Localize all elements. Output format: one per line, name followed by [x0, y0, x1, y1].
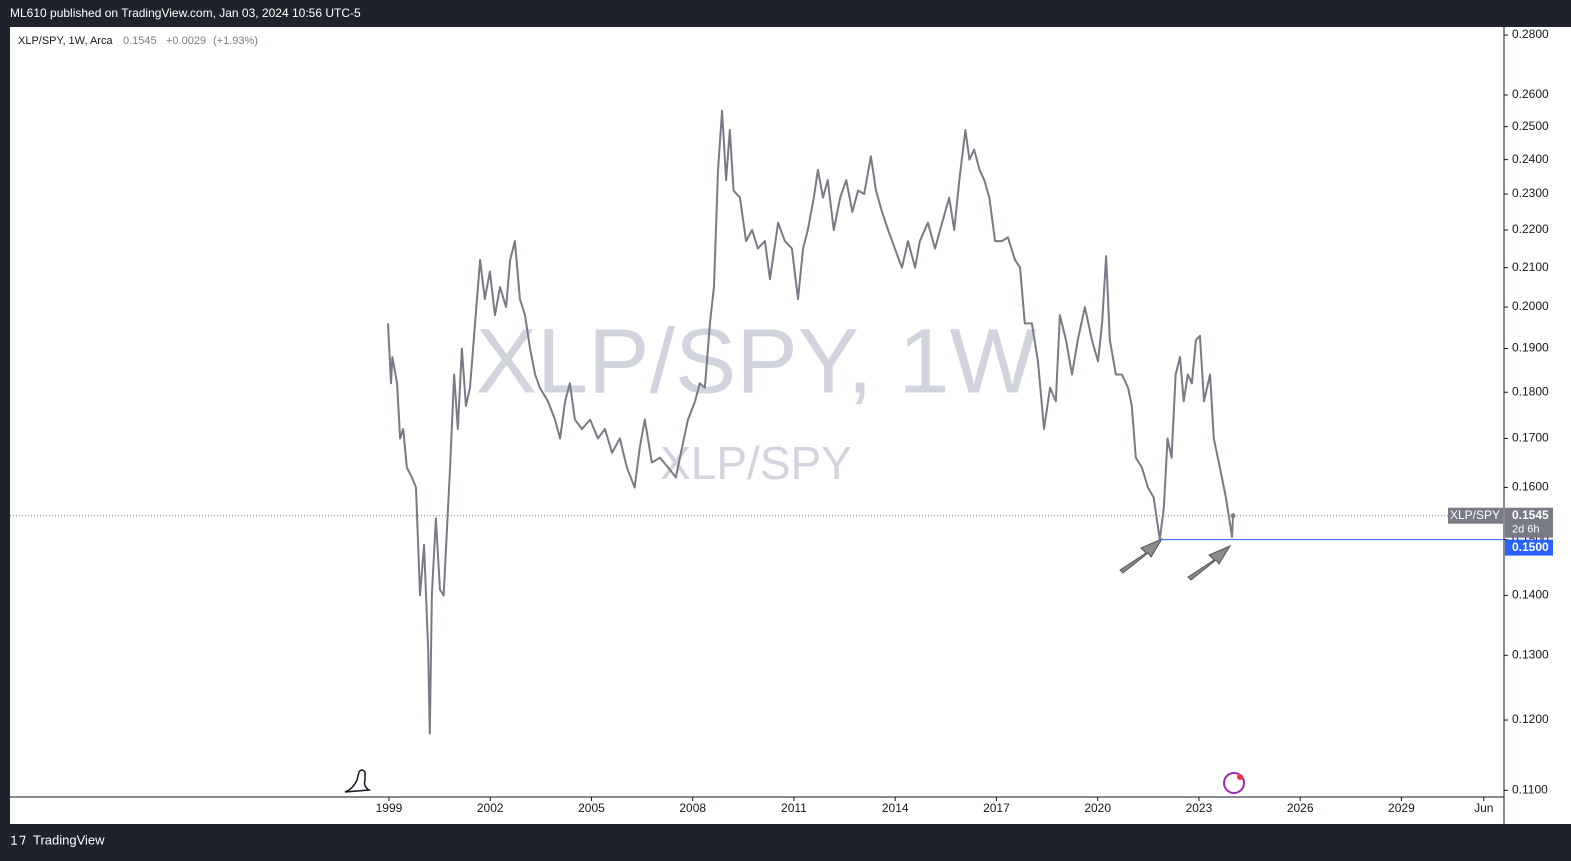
x-tick-label: 1999	[376, 801, 403, 815]
x-tick-label: Jun	[1474, 801, 1493, 815]
x-tick-label: 2014	[882, 801, 909, 815]
legend-last: 0.1545	[123, 35, 157, 47]
hline-tag-bg	[1505, 539, 1553, 556]
last-price-tag-bg	[1505, 507, 1553, 538]
watermark: XLP/SPY, 1W	[476, 310, 1037, 412]
series-tag: XLP/SPY	[1450, 508, 1500, 522]
annotation-arrows	[1119, 537, 1232, 581]
x-tick-label: 2005	[578, 801, 605, 815]
arrow	[1119, 537, 1164, 574]
y-tick-label: 0.2800	[1512, 27, 1549, 41]
y-tick-label: 0.2500	[1512, 119, 1549, 133]
last-point	[1230, 513, 1236, 519]
footer-logo: 𝟷𝟽	[10, 832, 27, 847]
dino-icon	[344, 769, 372, 793]
countdown: 2d 6h	[1512, 524, 1540, 536]
x-tick-label: 2008	[679, 801, 706, 815]
legend: XLP/SPY, 1W, Arca 0.1545 +0.0029 (+1.93%…	[18, 35, 258, 47]
y-tick-label: 0.1700	[1512, 431, 1549, 445]
legend-change: +0.0029	[166, 35, 206, 47]
chart-area	[10, 27, 1571, 824]
x-tick-label: 2026	[1287, 801, 1314, 815]
y-tick-label: 0.2600	[1512, 87, 1549, 101]
y-tick-label: 0.1900	[1512, 341, 1549, 355]
footer-brand: TradingView	[33, 832, 105, 847]
y-tick-label: 0.1800	[1512, 384, 1549, 398]
x-tick-label: 2029	[1388, 801, 1415, 815]
x-tick-label: 2002	[477, 801, 504, 815]
legend-change-pct: (+1.93%)	[213, 35, 258, 47]
y-tick-label: 0.2400	[1512, 152, 1549, 166]
y-tick-label: 0.1100	[1512, 783, 1548, 797]
y-tick-label: 0.1200	[1512, 712, 1549, 726]
x-tick-label: 2023	[1186, 801, 1213, 815]
price-line	[386, 109, 1235, 735]
y-tick-label: 0.1600	[1512, 480, 1549, 494]
y-tick-label: 0.2100	[1512, 260, 1549, 274]
x-tick-label: 2020	[1084, 801, 1111, 815]
event-icon[interactable]	[1223, 772, 1245, 794]
watermark-sub: XLP/SPY	[660, 437, 852, 489]
x-tick-label: 2017	[983, 801, 1010, 815]
hline-tag: 0.1500	[1512, 540, 1549, 554]
y-tick-label: 0.2200	[1512, 222, 1549, 236]
legend-symbol: XLP/SPY, 1W, Arca	[18, 35, 113, 47]
arrow	[1187, 544, 1232, 581]
event-dot	[1237, 774, 1243, 780]
series-tag-bg	[1448, 507, 1503, 524]
last-price-tag: 0.1545	[1512, 508, 1549, 522]
y-tick-label: 0.1300	[1512, 647, 1549, 661]
publisher: ML610 published on TradingView.com, Jan …	[10, 6, 361, 20]
x-tick-label: 2011	[781, 801, 807, 815]
y-tick-label: 0.2300	[1512, 186, 1549, 200]
y-tick-label: 0.1400	[1512, 588, 1549, 602]
y-tick-label: 0.2000	[1512, 299, 1549, 313]
